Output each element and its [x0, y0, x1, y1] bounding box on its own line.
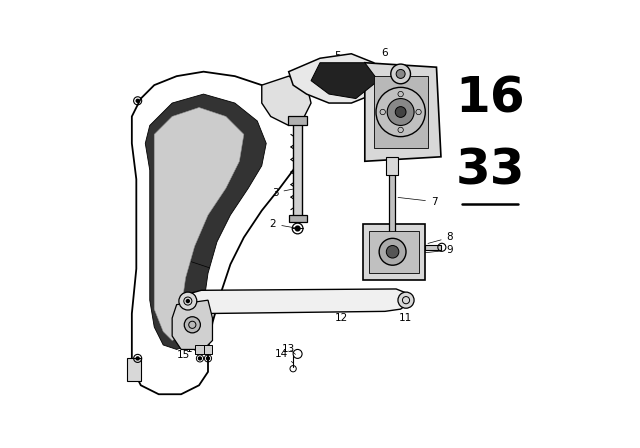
- Text: 13: 13: [282, 344, 296, 354]
- Circle shape: [186, 300, 189, 302]
- Circle shape: [391, 64, 410, 84]
- Polygon shape: [204, 345, 212, 354]
- Polygon shape: [374, 76, 428, 148]
- Circle shape: [207, 357, 209, 360]
- Circle shape: [296, 226, 300, 231]
- Polygon shape: [262, 76, 311, 125]
- Polygon shape: [288, 116, 307, 125]
- Text: 5: 5: [333, 51, 340, 69]
- Polygon shape: [387, 157, 398, 175]
- Text: 15: 15: [177, 350, 205, 360]
- Polygon shape: [154, 108, 244, 340]
- Circle shape: [398, 292, 414, 308]
- Text: 10: 10: [394, 240, 425, 250]
- Text: 7: 7: [398, 197, 438, 207]
- Text: 12: 12: [335, 304, 348, 323]
- Circle shape: [198, 357, 202, 360]
- Circle shape: [379, 238, 406, 265]
- Text: 8: 8: [428, 233, 453, 243]
- Circle shape: [396, 107, 406, 117]
- Polygon shape: [172, 300, 212, 349]
- Text: 14: 14: [275, 349, 293, 363]
- Polygon shape: [389, 161, 396, 233]
- Polygon shape: [425, 245, 441, 250]
- Polygon shape: [145, 94, 266, 349]
- Polygon shape: [127, 358, 141, 381]
- Polygon shape: [362, 224, 425, 280]
- Text: 11: 11: [399, 304, 412, 323]
- Text: 9: 9: [412, 245, 453, 255]
- Circle shape: [184, 317, 200, 333]
- Circle shape: [387, 246, 399, 258]
- Text: 4: 4: [278, 109, 297, 120]
- Text: 6: 6: [380, 48, 388, 67]
- Circle shape: [179, 292, 197, 310]
- Circle shape: [387, 99, 414, 125]
- Polygon shape: [369, 231, 419, 273]
- Polygon shape: [195, 345, 204, 354]
- Circle shape: [396, 69, 405, 78]
- Circle shape: [136, 357, 139, 360]
- Polygon shape: [132, 72, 302, 394]
- Circle shape: [376, 87, 426, 137]
- Text: 1: 1: [175, 253, 210, 268]
- Polygon shape: [293, 119, 302, 220]
- Polygon shape: [186, 289, 410, 314]
- Polygon shape: [311, 63, 378, 99]
- Circle shape: [136, 99, 139, 102]
- Text: 14: 14: [186, 344, 199, 353]
- Text: 33: 33: [456, 146, 525, 194]
- Text: 16: 16: [456, 74, 525, 123]
- Text: 2: 2: [269, 219, 296, 229]
- Polygon shape: [365, 63, 441, 161]
- Polygon shape: [289, 54, 383, 103]
- Text: 3: 3: [272, 188, 295, 198]
- Polygon shape: [289, 215, 307, 222]
